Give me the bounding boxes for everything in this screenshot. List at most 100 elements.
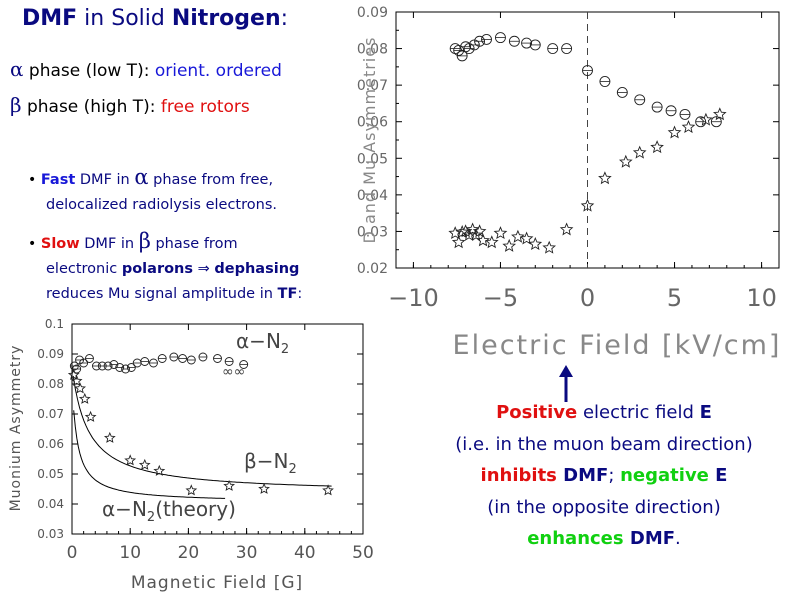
circle-data-point	[547, 43, 559, 55]
star-data-point	[580, 198, 595, 212]
circle-data-point	[495, 32, 506, 44]
circle-data-point	[710, 116, 722, 128]
bfield-y-tick-label: 0.09	[37, 347, 64, 361]
circle-data-point	[103, 361, 113, 371]
star-data-point	[458, 224, 473, 238]
star-data-point	[138, 458, 151, 470]
star-data-point	[451, 235, 466, 249]
efield-y-axis-label: D and Mu Asymmetries	[360, 37, 379, 244]
star-data-point	[84, 410, 97, 422]
star-data-point	[528, 237, 543, 251]
star-data-point	[465, 222, 480, 236]
beta-symbol: β	[10, 93, 22, 117]
circle-data-point	[561, 43, 573, 55]
infinity-marker: ∞∞	[222, 364, 245, 380]
efield-y-tick-label: 0.02	[357, 261, 388, 277]
efield-x-axis-label: Electric Field [kV/cm]	[453, 330, 782, 361]
bfield-x-axis-label: Magnetic Field [G]	[131, 573, 303, 593]
star-data-point	[650, 140, 664, 154]
circle-data-point	[224, 357, 234, 366]
efield-y-tick-label: 0.06	[357, 115, 388, 131]
star-data-point	[70, 374, 83, 386]
star-data-point	[511, 229, 525, 243]
alpha-symbol: α	[10, 57, 24, 81]
circle-data-point	[679, 108, 691, 120]
circle-data-point	[582, 65, 593, 76]
circle-data-point	[599, 76, 611, 87]
circle-data-point	[121, 364, 130, 374]
star-data-point	[681, 120, 696, 134]
circle-data-point	[481, 33, 492, 45]
alpha-theory-curve	[73, 410, 226, 499]
bfield-y-tick-label: 0.05	[37, 467, 64, 481]
star-data-point	[185, 484, 198, 496]
bfield-x-tick-label: 20	[178, 543, 200, 563]
star-data-point	[67, 368, 80, 380]
bfield-y-axis-label: Muonium Asymmetry	[8, 345, 24, 512]
beta-phase-line: β phase (high T): free rotors	[10, 93, 250, 117]
star-data-point	[78, 392, 91, 404]
circle-data-point	[474, 35, 486, 47]
circle-data-point	[149, 358, 158, 368]
star-data-point	[712, 107, 727, 121]
bfield-y-tick-label: 0.03	[37, 527, 64, 541]
bfield-x-tick-label: 40	[294, 543, 316, 563]
bfield-plot-frame	[71, 323, 364, 535]
star-data-point	[618, 154, 633, 168]
efield-y-tick-label: 0.09	[357, 5, 388, 21]
efield-y-tick-label: 0.08	[357, 42, 388, 58]
efield-x-tick-label: 5	[667, 284, 682, 312]
efield-x-tick-label: −10	[388, 284, 439, 312]
bfield-x-tick-label: 10	[119, 543, 141, 563]
conclusion-line-2: (i.e. in the muon beam direction)	[455, 434, 753, 455]
star-data-point	[153, 464, 166, 476]
alpha-phase-desc: orient. ordered	[154, 61, 282, 81]
star-data-point	[493, 226, 508, 240]
circle-data-point	[178, 354, 188, 363]
star-data-point	[124, 454, 137, 466]
star-data-point	[103, 431, 116, 443]
bullet-slow: • Slow DMF in β phase from electronic po…	[28, 229, 303, 302]
bfield-x-tick-label: 50	[352, 543, 374, 563]
magnetic-field-chart: 0 10 20 30 40 50 0.03 0.04 0.05 0.06 0.07 0.08 0.09 0…	[8, 318, 374, 593]
circle-data-point	[157, 354, 167, 363]
star-data-point	[502, 238, 517, 252]
circle-data-point	[634, 94, 646, 106]
bfield-x-tick-label: 30	[236, 543, 258, 563]
bullet-fast: • Fast DMF in α phase from free, delocal…	[28, 165, 277, 213]
circle-data-point	[665, 105, 677, 117]
star-data-point	[258, 482, 270, 494]
star-data-point	[542, 240, 557, 254]
bfield-y-tick-label: 0.08	[37, 377, 64, 391]
star-data-point	[484, 235, 499, 249]
star-data-point	[223, 479, 236, 491]
alpha-n2-theory-label: α−N2(theory)	[102, 497, 236, 525]
star-data-point	[476, 233, 490, 247]
circle-data-point	[529, 39, 541, 51]
circle-data-point	[616, 87, 628, 98]
alpha-phase-line: α phase (low T): orient. ordered	[10, 57, 282, 81]
circle-data-point	[79, 358, 89, 368]
star-data-point	[699, 112, 713, 126]
bfield-y-tick-label: 0.04	[37, 497, 64, 511]
star-data-point	[667, 125, 682, 139]
beta-phase-desc: free rotors	[160, 97, 250, 117]
circle-data-point	[140, 357, 150, 366]
star-data-point	[632, 145, 647, 159]
efield-x-tick-label: 10	[746, 284, 777, 312]
circle-data-point	[198, 352, 208, 362]
circle-data-point	[695, 116, 707, 128]
conclusion-line-1: Positive electric field E	[496, 402, 712, 423]
star-data-point	[448, 226, 463, 240]
conclusion-line-4: (in the opposite direction)	[487, 497, 721, 518]
circle-data-point	[239, 360, 249, 369]
efield-x-tick-label: −5	[483, 284, 518, 312]
circle-data-point	[169, 352, 179, 362]
conclusion-line-5: enhances DMF.	[527, 528, 681, 549]
beta-n2-label: β−N2	[244, 449, 297, 477]
up-arrow-icon	[559, 365, 573, 402]
star-data-point	[469, 227, 483, 241]
circle-data-point	[521, 37, 533, 49]
efield-y-tick-label: 0.04	[357, 188, 388, 204]
circle-data-point	[186, 355, 196, 365]
